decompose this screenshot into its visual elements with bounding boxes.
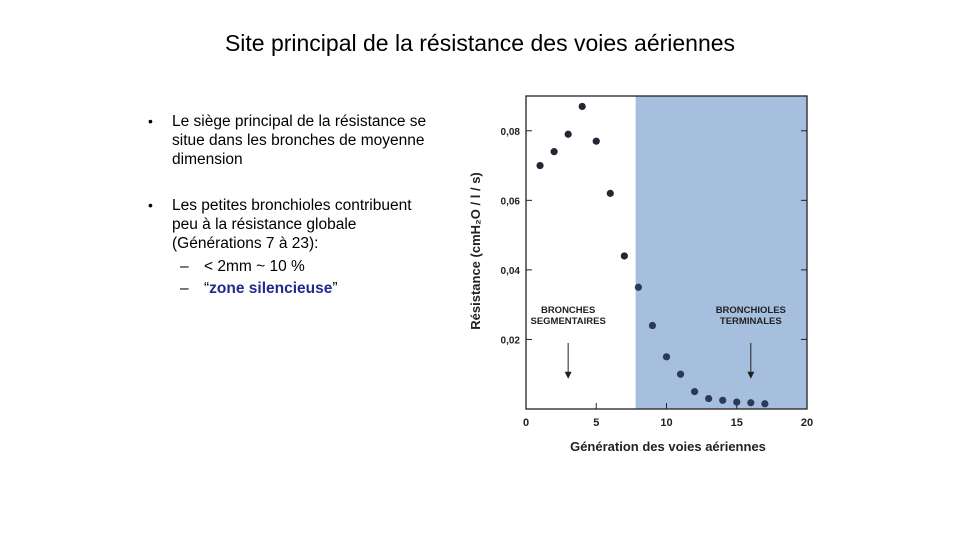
y-ticks: 0,02 0,04 0,06 0,08 xyxy=(501,127,807,346)
shaded-region xyxy=(635,96,807,409)
data-point xyxy=(662,353,671,361)
dash-marker: – xyxy=(180,258,189,275)
y-tick-label: 0,04 xyxy=(501,266,521,277)
sub-bullet-list: – < 2mm ~ 10 % – “zone silencieuse” xyxy=(148,257,438,298)
data-point xyxy=(536,161,544,170)
close-quote: ” xyxy=(332,280,338,297)
x-axis-label: Génération des voies aériennes xyxy=(570,439,766,454)
bullet-text: Les petites bronchioles contribuent peu … xyxy=(172,197,412,252)
x-tick-label: 0 xyxy=(523,417,529,429)
bullet-list: • Le siège principal de la résistance se… xyxy=(148,112,438,301)
data-point xyxy=(606,189,614,197)
y-axis-label: Résistance (cmH₂O / l / s) xyxy=(468,172,483,330)
x-tick-label: 15 xyxy=(731,417,743,429)
bullet-dot: • xyxy=(148,113,153,129)
sub-bullet-text: < 2mm ~ 10 % xyxy=(204,258,305,275)
x-ticks: 0 5 10 15 20 xyxy=(523,403,813,429)
annotation-label: BRONCHES xyxy=(541,305,595,316)
annotation-label: TERMINALES xyxy=(720,316,782,327)
data-point xyxy=(620,252,628,260)
data-point xyxy=(578,102,586,111)
sub-bullet-text: “zone silencieuse” xyxy=(204,279,338,298)
data-point xyxy=(648,321,657,330)
chart-svg: 0 5 10 15 20 0,02 0,04 0,06 0,08 BRONCHESSEGMEN… xyxy=(468,95,813,454)
dash-marker: – xyxy=(180,280,189,297)
bullet-dot: • xyxy=(148,197,153,213)
sub-bullet-item: – “zone silencieuse” xyxy=(180,279,438,298)
annotation-label: BRONCHIOLES xyxy=(716,305,786,316)
slide-title: Site principal de la résistance des voie… xyxy=(224,30,736,56)
y-tick-label: 0,06 xyxy=(501,196,521,207)
arrow-head xyxy=(747,371,755,379)
x-tick-label: 10 xyxy=(660,417,672,429)
data-point xyxy=(550,148,558,156)
emphasized-term: zone silencieuse xyxy=(209,280,333,297)
resistance-chart: 0 5 10 15 20 0,02 0,04 0,06 0,08 BRONCHES SEGMEN… xyxy=(440,84,820,464)
x-tick-label: 5 xyxy=(593,417,599,429)
data-point xyxy=(634,283,642,291)
data-point xyxy=(719,396,727,404)
sub-bullet-item: – < 2mm ~ 10 % xyxy=(180,257,438,276)
bullet-text: Le siège principal de la résistance se s… xyxy=(172,113,427,168)
data-point xyxy=(747,399,755,407)
y-tick-label: 0,02 xyxy=(501,335,521,346)
data-point xyxy=(705,394,713,403)
data-point xyxy=(761,400,769,408)
data-point xyxy=(592,137,600,145)
y-tick-label: 0,08 xyxy=(501,127,521,138)
x-tick-label: 20 xyxy=(801,417,813,429)
open-quote: “ xyxy=(204,280,210,297)
bullet-body: Les petites bronchioles contribuent peu … xyxy=(172,196,438,253)
data-point xyxy=(733,398,741,406)
annotation-label: SEGMENTAIRES xyxy=(530,316,605,327)
arrow-head xyxy=(564,371,572,379)
data-point xyxy=(691,388,699,396)
bullet-item: • Le siège principal de la résistance se… xyxy=(148,112,438,169)
data-point xyxy=(564,130,572,138)
data-point xyxy=(676,370,685,378)
data-points xyxy=(536,102,769,408)
bullet-item: • Les petites bronchioles contribuent pe… xyxy=(148,196,438,253)
